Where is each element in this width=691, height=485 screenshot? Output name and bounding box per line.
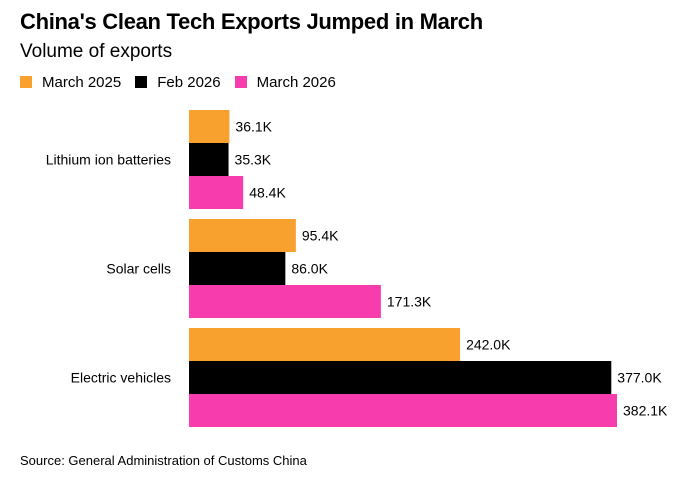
chart-subtitle: Volume of exports [20, 41, 173, 62]
bar-electric-vehicles-march-2025 [189, 328, 461, 361]
bar-solar-cells-feb-2026 [189, 252, 286, 285]
data-label-lithium-ion-batteries-march-2026: 48.4K [249, 185, 286, 201]
legend-swatch-march-2026 [234, 76, 247, 88]
legend: March 2025 Feb 2026 March 2026 [20, 72, 350, 92]
data-label-electric-vehicles-feb-2026: 377.0K [617, 370, 662, 386]
data-label-electric-vehicles-march-2025: 242.0K [466, 337, 511, 353]
bar-lithium-ion-batteries-feb-2026 [189, 143, 229, 176]
legend-item-march-2025: March 2025 [20, 74, 121, 91]
bar-solar-cells-march-2026 [189, 285, 381, 318]
bar-electric-vehicles-feb-2026 [189, 361, 612, 394]
chart-title: China's Clean Tech Exports Jumped in Mar… [20, 9, 483, 34]
bar-electric-vehicles-march-2026 [189, 394, 617, 427]
data-label-lithium-ion-batteries-feb-2026: 35.3K [235, 152, 272, 168]
legend-label-march-2025: March 2025 [42, 73, 122, 91]
category-label-electric-vehicles: Electric vehicles [71, 370, 171, 386]
bar-lithium-ion-batteries-march-2025 [189, 110, 230, 143]
category-label-lithium-ion-batteries: Lithium ion batteries [46, 152, 171, 168]
data-label-electric-vehicles-march-2026: 382.1K [623, 403, 668, 419]
data-label-solar-cells-march-2025: 95.4K [302, 228, 339, 244]
legend-item-march-2026: March 2026 [234, 73, 336, 91]
legend-swatch-feb-2026 [135, 76, 148, 88]
source-note: Source: General Administration of Custom… [20, 453, 307, 468]
category-label-solar-cells: Solar cells [106, 261, 171, 277]
bar-solar-cells-march-2025 [189, 219, 296, 252]
bar-lithium-ion-batteries-march-2026 [189, 176, 244, 209]
data-label-lithium-ion-batteries-march-2025: 36.1K [235, 119, 272, 135]
legend-swatch-march-2025 [20, 76, 32, 88]
data-label-solar-cells-feb-2026: 86.0K [291, 261, 328, 277]
data-label-solar-cells-march-2026: 171.3K [387, 294, 432, 310]
legend-item-feb-2026: Feb 2026 [135, 73, 221, 91]
legend-label-feb-2026: Feb 2026 [157, 73, 221, 91]
legend-label-march-2026: March 2026 [256, 73, 336, 91]
